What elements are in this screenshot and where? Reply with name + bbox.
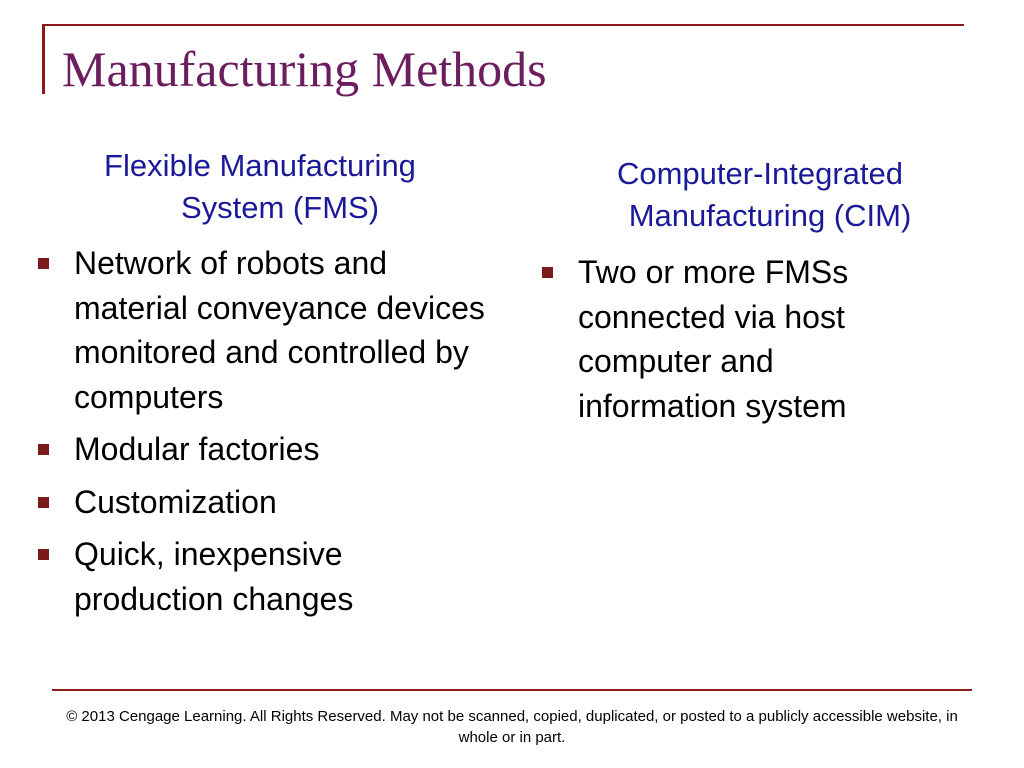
bullet-icon bbox=[542, 267, 553, 278]
fms-heading-line1: Flexible Manufacturing bbox=[104, 148, 416, 183]
list-item: Modular factories bbox=[38, 427, 498, 472]
bullet-text: Two or more FMSs connected via host comp… bbox=[578, 254, 849, 424]
cim-heading-line1: Computer-Integrated bbox=[616, 156, 904, 191]
bullet-icon bbox=[38, 496, 49, 508]
cim-heading-line2: Manufacturing (CIM) bbox=[628, 198, 912, 233]
cim-bullets: Two or more FMSs connected via host comp… bbox=[542, 250, 922, 436]
slide-title: Manufacturing Methods bbox=[62, 41, 547, 97]
left-rule bbox=[42, 24, 45, 94]
list-item: Quick, inexpensive production changes bbox=[38, 532, 498, 621]
list-item: Customization bbox=[38, 480, 498, 525]
bullet-text: Modular factories bbox=[74, 431, 320, 467]
bullet-icon bbox=[38, 444, 49, 455]
list-item: Network of robots and material conveyanc… bbox=[38, 241, 498, 419]
cim-heading: Computer-Integrated Manufacturing (CIM) bbox=[570, 153, 950, 237]
fms-heading: Flexible Manufacturing System (FMS) bbox=[60, 145, 460, 229]
top-rule bbox=[42, 24, 964, 26]
bullet-text: Quick, inexpensive production changes bbox=[74, 536, 354, 617]
bullet-icon bbox=[38, 258, 49, 269]
fms-bullets: Network of robots and material conveyanc… bbox=[38, 241, 498, 629]
list-item: Two or more FMSs connected via host comp… bbox=[542, 250, 922, 428]
copyright-footer: © 2013 Cengage Learning. All Rights Rese… bbox=[66, 708, 958, 746]
fms-heading-line2: System (FMS) bbox=[180, 190, 380, 225]
bullet-text: Customization bbox=[74, 483, 277, 520]
bullet-text: Network of robots and material conveyanc… bbox=[74, 245, 485, 415]
footer-rule bbox=[52, 689, 972, 691]
bullet-icon bbox=[38, 549, 49, 560]
